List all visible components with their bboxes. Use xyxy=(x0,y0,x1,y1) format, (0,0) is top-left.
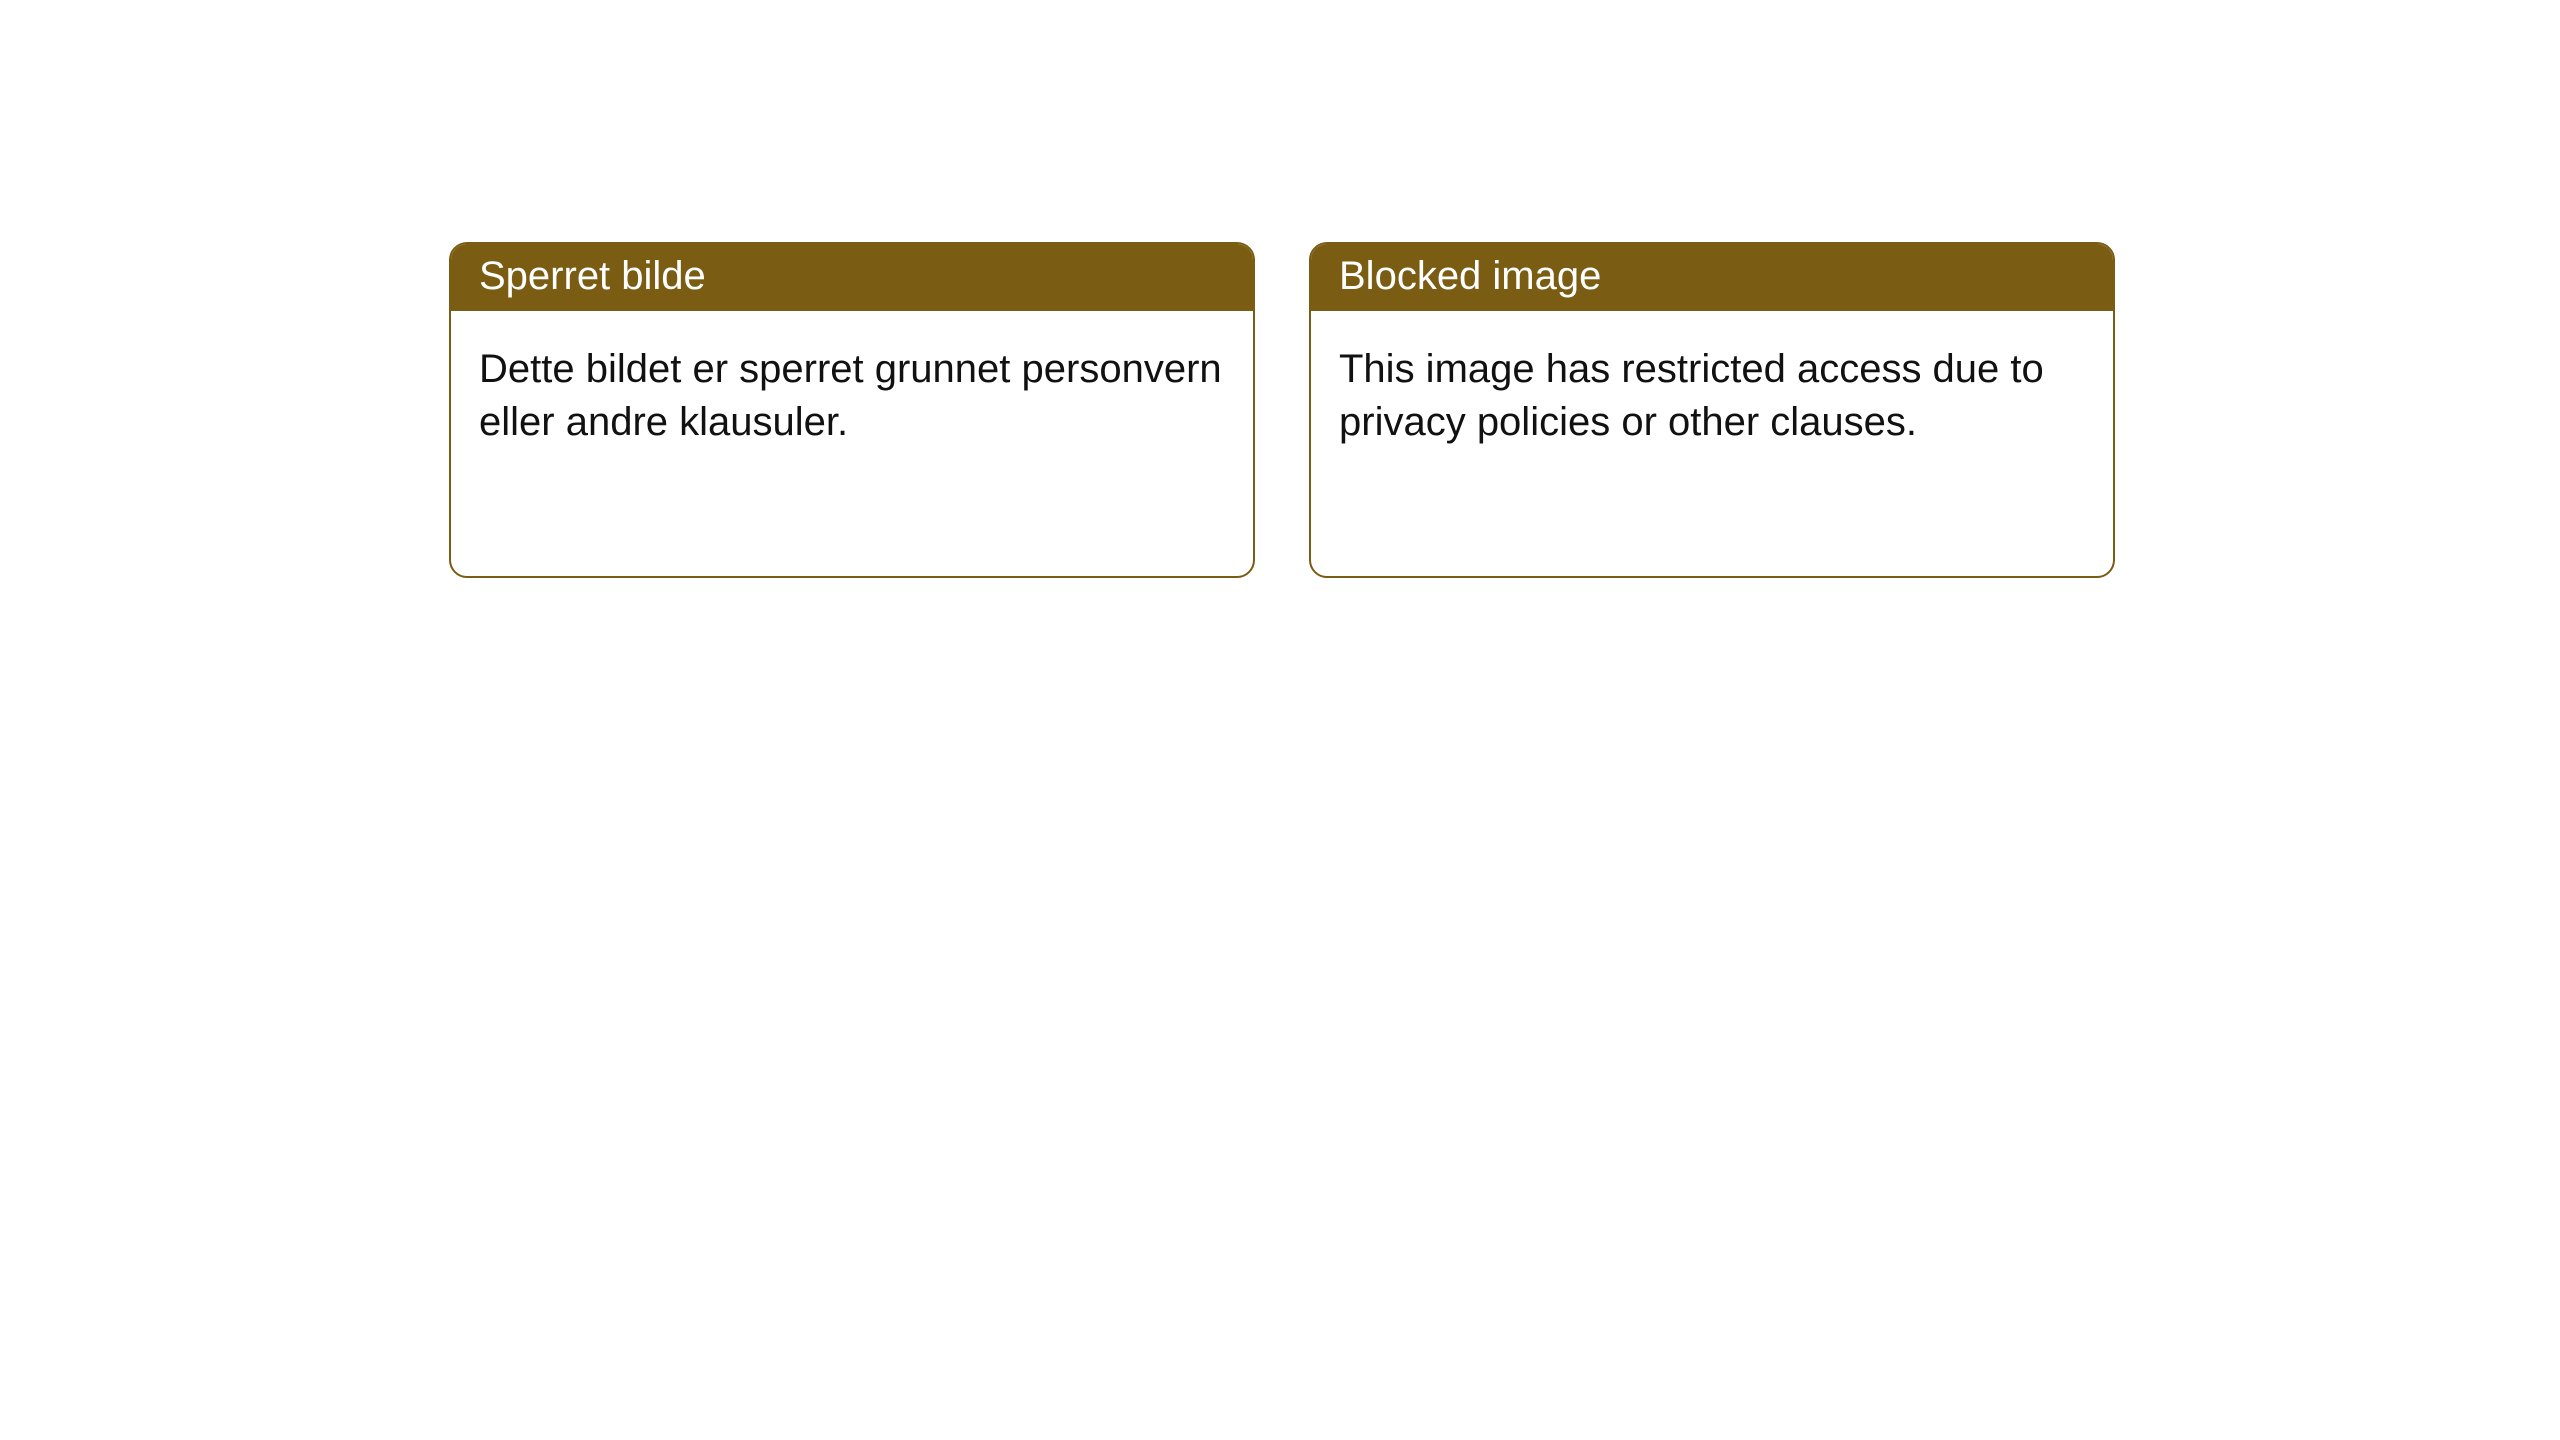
blocked-image-card-en: Blocked image This image has restricted … xyxy=(1309,242,2115,578)
card-body-no: Dette bildet er sperret grunnet personve… xyxy=(451,311,1253,481)
blocked-image-card-no: Sperret bilde Dette bildet er sperret gr… xyxy=(449,242,1255,578)
card-header-en: Blocked image xyxy=(1311,244,2113,311)
notice-cards-container: Sperret bilde Dette bildet er sperret gr… xyxy=(449,242,2115,578)
card-body-en: This image has restricted access due to … xyxy=(1311,311,2113,481)
card-header-no: Sperret bilde xyxy=(451,244,1253,311)
